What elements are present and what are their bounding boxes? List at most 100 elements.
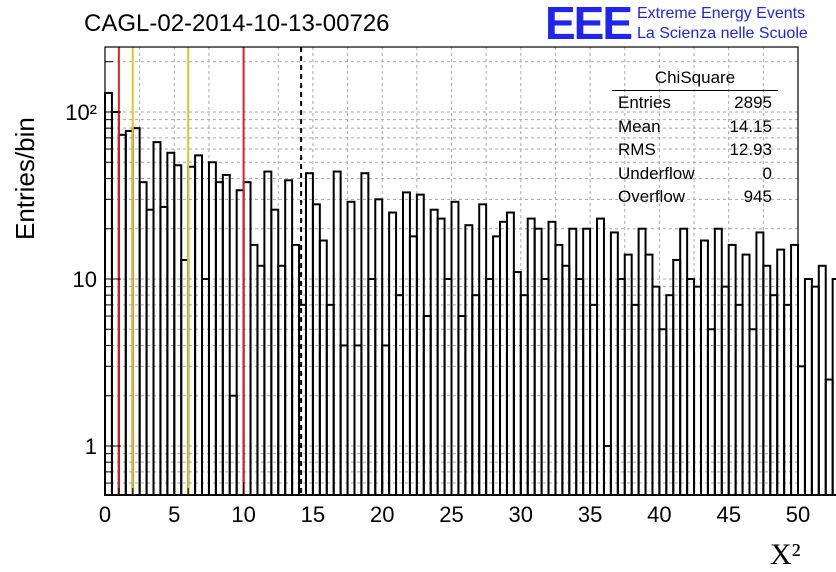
histogram-bin — [450, 200, 460, 496]
histogram-bin — [124, 129, 134, 496]
histogram-bin — [637, 227, 647, 496]
histogram-bin — [353, 344, 363, 497]
x-tick-label: 35 — [578, 502, 602, 527]
histogram-bin — [693, 285, 702, 497]
y-tick-labels: 1 10 10² — [65, 100, 97, 459]
stats-value: 0 — [762, 163, 772, 183]
stats-box: ChiSquare Entries 2895 Mean 14.15 RMS 12… — [612, 66, 778, 209]
histogram-bin — [748, 328, 758, 496]
histogram-bin — [131, 127, 141, 497]
histogram-bin — [249, 243, 259, 496]
histogram-bin — [277, 264, 287, 496]
histogram-bin — [325, 303, 335, 496]
histogram-bin — [831, 278, 836, 496]
x-tick-label: 5 — [168, 502, 180, 527]
histogram-bin — [803, 278, 813, 496]
x-tick-label: 30 — [509, 502, 533, 527]
histogram-bin — [256, 264, 266, 496]
histogram-bin — [609, 231, 619, 496]
histogram-bin — [505, 211, 515, 497]
run-title: CAGL-02-2014-10-13-00726 — [84, 10, 390, 37]
histogram-bin — [769, 294, 779, 496]
x-tick-label: 45 — [716, 502, 740, 527]
histogram-bin — [401, 191, 411, 496]
histogram-bin — [582, 227, 592, 496]
histogram-bin — [519, 294, 529, 496]
histogram-bin — [464, 224, 474, 496]
histogram-bin — [478, 203, 488, 496]
histogram-bin — [166, 151, 176, 497]
histogram-bin — [679, 227, 689, 496]
histogram-bin — [311, 203, 321, 496]
eee-logo: EEE — [545, 0, 633, 49]
stats-label: Mean — [618, 116, 661, 136]
y-tick-label: 1 — [85, 434, 97, 459]
histogram-bin — [104, 91, 113, 496]
histogram-bin — [762, 264, 772, 496]
x-tick-label: 50 — [786, 502, 810, 527]
x-tick-label: 0 — [99, 502, 111, 527]
stats-title: ChiSquare — [612, 66, 778, 91]
histogram-bin — [512, 271, 522, 497]
stats-value: 12.93 — [729, 140, 772, 159]
histogram-bin — [817, 264, 827, 496]
stats-label: RMS — [618, 140, 656, 159]
stats-label: Entries — [618, 93, 671, 112]
histogram-bin — [561, 264, 571, 496]
histogram-bin — [457, 315, 467, 496]
histogram-bin — [145, 208, 155, 496]
stats-value: 945 — [743, 187, 772, 206]
histogram-bin — [159, 205, 169, 496]
stats-row-overflow: Overflow 945 — [612, 185, 778, 209]
stats-label: Underflow — [618, 163, 695, 183]
histogram-bin — [228, 394, 238, 497]
histogram-bin — [623, 253, 633, 496]
histogram-bin — [568, 227, 578, 496]
histogram-bin — [388, 211, 398, 497]
histogram-bin — [298, 303, 307, 496]
x-tick-label: 25 — [439, 502, 463, 527]
histogram-bin — [270, 208, 280, 496]
y-tick-label: 10 — [73, 267, 97, 292]
histogram-bin — [152, 141, 162, 496]
stats-value: 14.15 — [729, 116, 772, 136]
stats-row-mean: Mean 14.15 — [612, 115, 778, 139]
marker-layer — [117, 47, 303, 495]
histogram-bin — [360, 172, 370, 497]
brand-line-1: Extreme Energy Events — [637, 5, 806, 22]
x-tick-label: 20 — [370, 502, 394, 527]
stats-row-underflow: Underflow 0 — [612, 162, 778, 186]
histogram-bin — [755, 231, 765, 496]
histogram-bin — [727, 243, 737, 496]
histogram-bin — [790, 243, 800, 496]
histogram-bin — [706, 328, 716, 496]
x-tick-label: 40 — [647, 502, 671, 527]
y-tick-label: 10² — [65, 100, 97, 125]
histogram-bin — [720, 285, 730, 497]
stats-label: Overflow — [618, 187, 686, 206]
histogram-bin — [346, 200, 356, 496]
histogram-bin — [734, 303, 744, 496]
histogram-bin — [408, 235, 418, 496]
x-axis-label: X² — [770, 538, 801, 571]
histogram-bin — [658, 328, 668, 496]
histogram-bin — [117, 133, 127, 497]
histogram-bin — [415, 193, 425, 496]
histogram-bin — [422, 315, 432, 496]
histogram-bin — [810, 285, 820, 497]
histogram-bin — [221, 173, 231, 497]
histogram-bin — [429, 208, 439, 496]
x-tick-labels: 0 5 10 15 20 25 30 35 40 45 50 — [99, 502, 810, 527]
histogram-bin — [471, 294, 481, 496]
histogram-bin — [533, 227, 543, 496]
histogram-bin — [194, 154, 204, 496]
histogram-bin — [783, 303, 793, 496]
brand-block: EEE Extreme Energy Events La Scienza nel… — [545, 0, 835, 49]
histogram-bin — [291, 243, 301, 496]
brand-line-2: La Scienza nelle Scuole — [637, 25, 808, 42]
histogram-bin — [644, 253, 654, 496]
histogram-bin — [207, 161, 217, 496]
histogram-bin — [554, 243, 564, 496]
histogram-bin — [824, 378, 834, 496]
histogram-bin — [110, 111, 120, 496]
